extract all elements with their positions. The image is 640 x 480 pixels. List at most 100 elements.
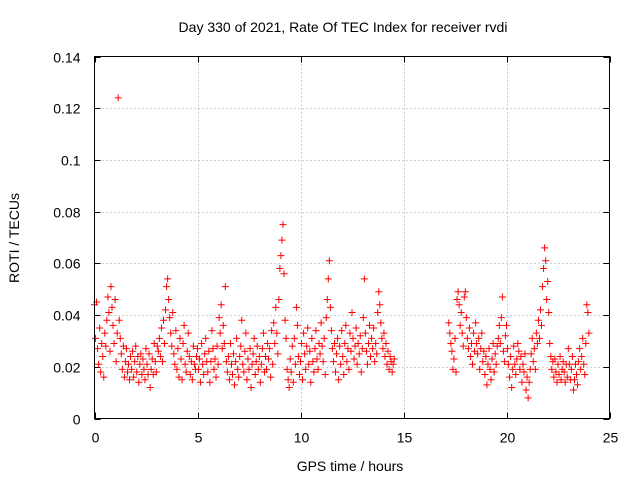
data-point	[223, 368, 231, 376]
data-point	[153, 342, 161, 350]
data-point	[507, 352, 515, 360]
data-point	[341, 340, 349, 348]
x-tick-labels: 0 5 10 15 20 25	[92, 430, 619, 446]
y-tick-labels: 0 0.02 0.04 0.06 0.08 0.1 0.12 0.14	[53, 50, 80, 428]
data-point	[237, 342, 245, 350]
data-point	[389, 360, 397, 368]
data-point	[312, 327, 320, 335]
data-point	[104, 293, 112, 301]
data-point	[109, 321, 117, 329]
data-point	[506, 373, 514, 381]
data-point	[500, 358, 508, 366]
data-point	[529, 358, 537, 366]
data-point	[111, 296, 119, 304]
data-point	[92, 334, 100, 342]
data-point	[201, 350, 209, 358]
data-point	[99, 352, 107, 360]
data-point	[147, 365, 155, 373]
data-point	[484, 360, 492, 368]
data-point	[130, 373, 138, 381]
data-point	[202, 334, 210, 342]
data-point	[266, 345, 274, 353]
data-point	[576, 345, 584, 353]
data-point	[174, 345, 182, 353]
data-point	[575, 358, 583, 366]
data-point	[209, 345, 217, 353]
data-point	[384, 347, 392, 355]
data-point	[165, 296, 173, 304]
data-point	[359, 314, 367, 322]
data-point	[166, 314, 174, 322]
data-point	[270, 319, 278, 327]
data-point	[338, 327, 346, 335]
data-point	[301, 350, 309, 358]
data-point	[273, 329, 281, 337]
x-tick-label: 0	[92, 430, 100, 446]
data-point	[352, 324, 360, 332]
data-point	[181, 360, 189, 368]
data-point	[135, 378, 143, 386]
data-point	[289, 378, 297, 386]
data-point	[97, 368, 105, 376]
data-point	[390, 355, 398, 363]
data-point	[508, 383, 516, 391]
data-point	[230, 350, 238, 358]
data-point	[497, 314, 505, 322]
data-point	[495, 321, 503, 329]
data-point	[320, 334, 328, 342]
data-point	[281, 316, 289, 324]
data-point	[205, 347, 213, 355]
y-tick-label: 0.14	[53, 50, 80, 66]
data-point	[327, 327, 335, 335]
data-point	[239, 360, 247, 368]
data-point	[250, 334, 258, 342]
data-point	[472, 319, 480, 327]
data-point	[360, 275, 368, 283]
data-point	[584, 308, 592, 316]
data-point	[465, 324, 473, 332]
data-point	[225, 376, 233, 384]
data-point	[151, 358, 159, 366]
data-point	[196, 355, 204, 363]
data-point	[324, 275, 332, 283]
data-point	[293, 321, 301, 329]
data-point	[155, 334, 163, 342]
data-point	[249, 350, 257, 358]
data-point	[243, 376, 251, 384]
data-point	[577, 365, 585, 373]
data-point	[474, 350, 482, 358]
data-point	[533, 340, 541, 348]
data-point	[511, 360, 519, 368]
data-point	[283, 365, 291, 373]
data-point	[540, 265, 548, 273]
data-point	[453, 296, 461, 304]
data-point	[335, 376, 343, 384]
data-point	[534, 316, 542, 324]
data-point	[263, 365, 271, 373]
data-point	[168, 342, 176, 350]
data-point	[197, 378, 205, 386]
data-point	[473, 340, 481, 348]
data-point	[299, 376, 307, 384]
data-point	[282, 334, 290, 342]
data-point	[132, 342, 140, 350]
data-point	[510, 342, 518, 350]
data-point	[546, 340, 554, 348]
data-point	[248, 360, 256, 368]
data-point	[247, 383, 255, 391]
data-point	[556, 352, 564, 360]
data-point	[515, 347, 523, 355]
data-point	[490, 368, 498, 376]
data-point	[188, 376, 196, 384]
y-tick-label: 0.04	[53, 308, 80, 324]
data-point	[485, 345, 493, 353]
data-point	[287, 368, 295, 376]
data-point	[375, 288, 383, 296]
data-point	[160, 316, 168, 324]
data-point	[140, 365, 148, 373]
data-point	[268, 327, 276, 335]
data-point	[143, 360, 151, 368]
y-tick-label: 0.02	[53, 360, 80, 376]
data-point	[106, 347, 114, 355]
data-point	[367, 352, 375, 360]
